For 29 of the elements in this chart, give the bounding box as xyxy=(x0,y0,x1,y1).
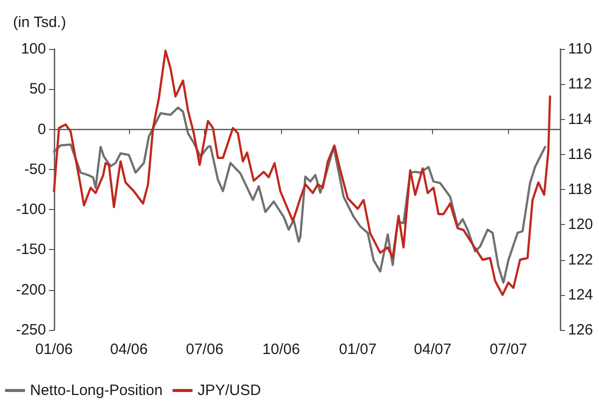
y2-tick-label: 110 xyxy=(568,40,592,58)
y-tick-label: -150 xyxy=(16,241,46,258)
legend-label: JPY/USD xyxy=(198,382,262,399)
x-tick-label: 07/06 xyxy=(186,341,224,358)
y2-tick-label: 116 xyxy=(568,146,592,163)
line-series xyxy=(52,50,552,296)
y-tick-label: 0 xyxy=(38,120,46,138)
x-tick-label: 04/07 xyxy=(414,341,452,358)
y-tick-label: -250 xyxy=(16,322,46,338)
y2-tick-label: 118 xyxy=(568,181,592,198)
y2-tick-label: 114 xyxy=(568,110,592,128)
y-tick-label: -50 xyxy=(24,160,46,178)
y2-tick-label: 122 xyxy=(568,251,594,268)
x-tick-label: 01/06 xyxy=(35,341,73,358)
x-tick-label: 04/06 xyxy=(110,341,148,358)
y2-tick-label: 112 xyxy=(568,76,592,93)
y-tick-label: -200 xyxy=(16,281,46,298)
line-series xyxy=(52,106,546,284)
x-tick-label: 01/07 xyxy=(338,341,377,358)
x-tick-label: 07/07 xyxy=(490,341,528,358)
y-tick-label: -100 xyxy=(16,201,46,218)
legend-label: Netto-Long-Position xyxy=(30,382,163,399)
y-tick-label: 50 xyxy=(29,80,46,98)
y-tick-label: 100 xyxy=(20,40,46,58)
x-tick-label: 10/06 xyxy=(262,341,300,358)
y2-tick-label: 126 xyxy=(568,322,594,338)
y2-tick-label: 120 xyxy=(568,216,594,234)
y-axis-title: (in Tsd.) xyxy=(13,14,66,31)
y2-tick-label: 124 xyxy=(568,286,594,304)
